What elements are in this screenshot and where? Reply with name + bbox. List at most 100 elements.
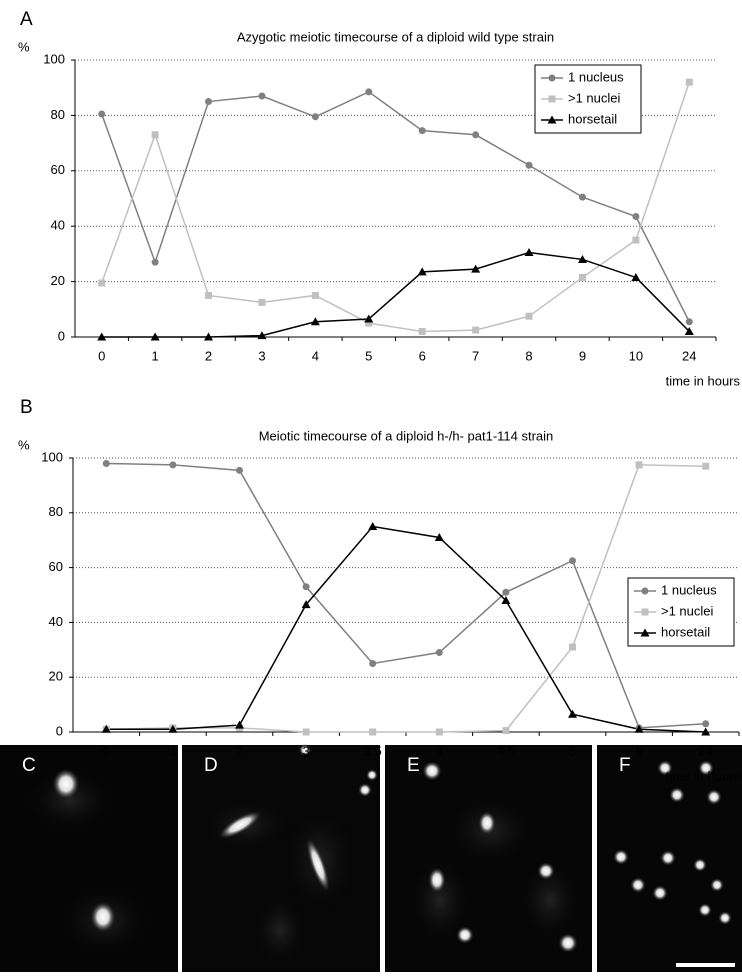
series-line [106,462,706,729]
legend-marker [641,587,649,595]
marker [310,317,320,326]
x-tick-label: 24 [682,348,696,363]
legend-marker [548,95,556,103]
x-tick-label: 9 [579,348,586,363]
series-line [106,525,706,733]
legend-marker [547,115,557,124]
image-label: E [407,755,420,776]
marker [502,588,510,596]
legend-marker [640,628,650,637]
marker [702,462,710,470]
x-axis-label: time in hours [666,768,741,783]
marker [258,298,266,306]
y-tick-label: 100 [41,449,63,464]
marker [472,326,480,334]
x-tick-label: 6 [419,348,426,363]
legend-label: horsetail [568,111,617,126]
marker [685,318,693,326]
legend-label: >1 nuclei [661,603,714,618]
marker [169,461,177,469]
image-label: D [204,755,218,776]
x-tick-label: 10 [629,348,643,363]
series-line [101,251,690,338]
marker [632,213,640,221]
y-tick-label: 20 [51,273,65,288]
marker [98,110,106,118]
x-axis-label: time in hours [666,373,741,388]
marker [701,727,711,736]
x-tick-label: 5 [569,743,576,758]
x-tick-label: 6 [635,743,642,758]
nuclei [52,744,732,953]
marker [151,131,159,139]
x-tick-label: 24 [698,743,712,758]
marker [502,727,510,735]
marker [236,466,243,474]
y-tick-label: 60 [51,162,65,177]
marker [577,254,587,263]
marker [365,88,373,96]
marker [525,312,533,320]
y-axis-label: % [18,437,30,452]
marker [205,98,213,106]
marker [258,92,266,100]
marker [524,248,534,257]
x-tick-label: 1 [169,743,176,758]
marker [435,728,443,736]
x-tick-label: 4 [436,743,443,758]
marker [578,193,586,201]
x-tick-label: 2 [205,348,212,363]
image-label: C [22,755,36,776]
x-tick-label: 4 [312,348,319,363]
panel-label: B [20,397,33,418]
marker [525,161,533,169]
marker [204,332,214,341]
marker [365,319,373,327]
marker [417,267,427,276]
marker [568,709,577,718]
marker [471,264,481,273]
y-tick-label: 80 [51,107,65,122]
marker [151,258,159,266]
marker [101,724,111,733]
x-tick-label: 5 [365,348,372,363]
marker [369,660,377,667]
panel-label: A [20,9,33,30]
marker [569,643,576,651]
series-line [101,81,691,333]
marker [635,461,643,469]
marker [569,557,576,565]
marker [302,583,310,591]
marker [302,728,310,736]
marker [257,331,267,340]
x-tick-label: 0 [103,743,110,758]
legend-marker [548,74,556,82]
marker [301,600,311,609]
microscopy-images [0,744,742,972]
x-tick-label: 7 [472,348,479,363]
x-tick-label: 2 [236,743,243,758]
series-line [106,464,706,733]
legend-label: 1 nucleus [661,582,717,597]
legend-label: 1 nucleus [568,69,624,84]
x-tick-label: 3 [302,743,309,758]
marker [434,532,444,541]
marker [311,113,319,121]
legend-label: horsetail [661,624,710,639]
y-tick-label: 0 [56,723,63,738]
marker [632,236,640,244]
marker [102,459,110,467]
marker [168,724,178,733]
y-tick-label: 80 [49,504,63,519]
chart-title: Meiotic timecourse of a diploid h-/h- pa… [259,428,554,443]
marker [578,273,586,281]
marker [418,327,426,335]
x-tick-label: 3 [258,348,265,363]
marker [364,314,374,323]
marker [97,332,107,341]
y-tick-label: 40 [51,218,65,233]
y-tick-label: 20 [49,669,63,684]
marker [311,291,319,299]
marker [369,728,377,736]
